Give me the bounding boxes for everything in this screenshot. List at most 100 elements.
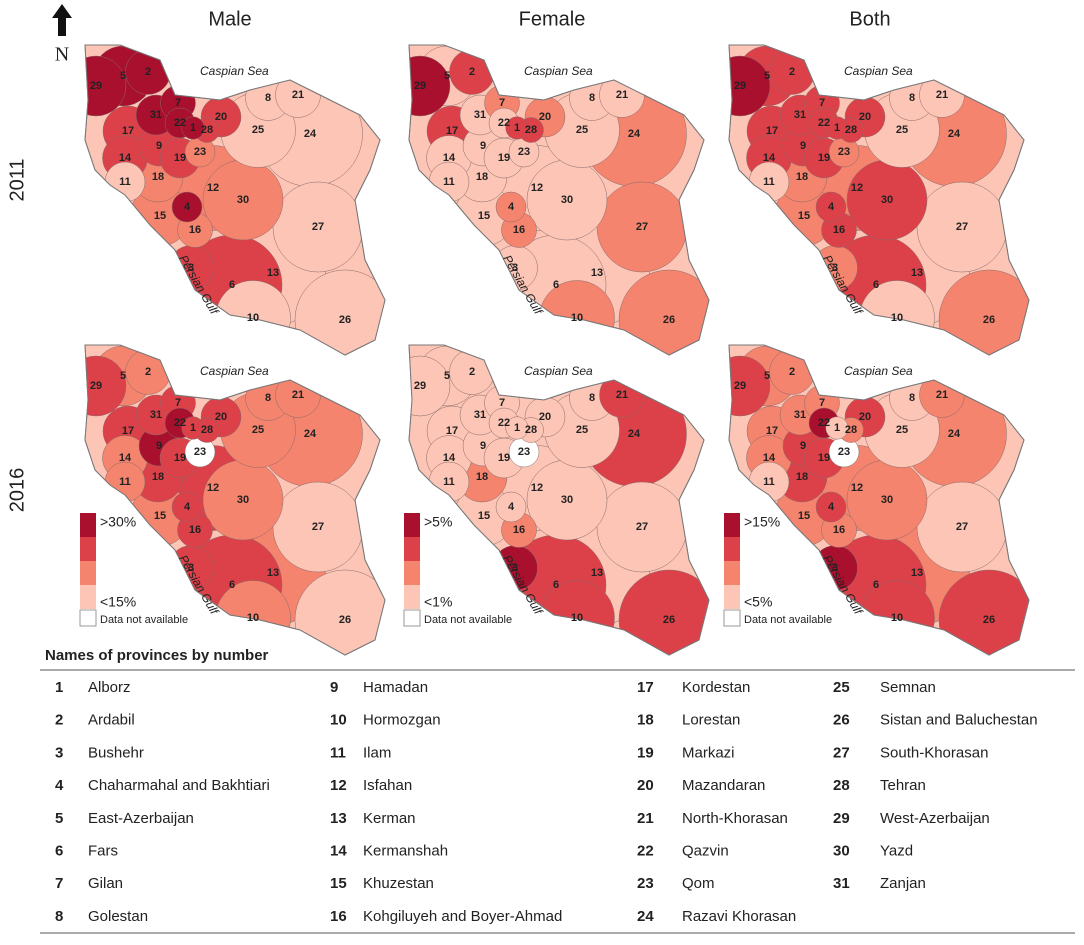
province-number: 5 bbox=[764, 370, 770, 382]
province-number: 11 bbox=[443, 476, 455, 488]
province-number: 27 bbox=[636, 221, 648, 233]
country-border bbox=[728, 44, 1030, 356]
province-number: 29 bbox=[734, 80, 746, 92]
province-name: Lorestan bbox=[682, 712, 740, 729]
province-number: 8 bbox=[265, 92, 271, 104]
province-number: 12 bbox=[851, 182, 863, 194]
province-number: 19 bbox=[818, 152, 830, 164]
province-number: 9 bbox=[156, 440, 162, 452]
province-number: 28 bbox=[845, 124, 857, 136]
province-number: 16 bbox=[330, 908, 347, 925]
province-number: 9 bbox=[800, 440, 806, 452]
province-number: 31 bbox=[474, 109, 486, 121]
province-number: 19 bbox=[498, 452, 510, 464]
province-name: South-Khorasan bbox=[880, 744, 988, 761]
province-number: 11 bbox=[330, 744, 346, 761]
province-name: Kerman bbox=[363, 810, 416, 827]
province-number: 24 bbox=[637, 908, 654, 925]
province-number: 5 bbox=[120, 70, 126, 82]
province-region bbox=[181, 416, 205, 440]
legend-label: Data not available bbox=[100, 614, 188, 626]
province-region bbox=[729, 355, 771, 417]
province-number: 14 bbox=[330, 842, 347, 859]
country-border bbox=[408, 344, 710, 656]
province-number: 7 bbox=[175, 97, 181, 109]
province-number: 13 bbox=[591, 567, 603, 579]
province-number: 8 bbox=[909, 92, 915, 104]
province-number: 24 bbox=[948, 128, 961, 140]
province-name: Yazd bbox=[880, 842, 913, 859]
province-number: 14 bbox=[763, 452, 776, 464]
province-name: Razavi Khorasan bbox=[682, 908, 796, 925]
province-number: 4 bbox=[184, 201, 191, 213]
province-name: Qom bbox=[682, 875, 715, 892]
province-number: 11 bbox=[763, 176, 775, 188]
column-title: Male bbox=[208, 8, 251, 30]
province-number: 14 bbox=[119, 452, 132, 464]
legend-swatch bbox=[723, 609, 741, 627]
province-number: 11 bbox=[443, 176, 455, 188]
province-number: 23 bbox=[838, 146, 850, 158]
province-number: 17 bbox=[446, 125, 458, 137]
sea-label: Caspian Sea bbox=[200, 364, 269, 378]
province-name: North-Khorasan bbox=[682, 810, 788, 827]
province-number: 3 bbox=[832, 562, 838, 574]
province-region bbox=[729, 55, 771, 117]
province-region bbox=[171, 191, 203, 223]
legend-label: >15% bbox=[744, 514, 780, 530]
province-number: 8 bbox=[589, 92, 595, 104]
province-number: 12 bbox=[531, 182, 543, 194]
province-number: 20 bbox=[859, 111, 871, 123]
province-number: 15 bbox=[478, 210, 490, 222]
province-number: 30 bbox=[881, 494, 893, 506]
province-number: 20 bbox=[859, 411, 871, 423]
province-number: 20 bbox=[539, 411, 551, 423]
province-number: 21 bbox=[292, 389, 304, 401]
province-number: 2 bbox=[469, 366, 475, 378]
province-number: 11 bbox=[763, 476, 775, 488]
province-number: 29 bbox=[833, 810, 850, 827]
province-number: 5 bbox=[444, 70, 450, 82]
province-number: 21 bbox=[616, 89, 628, 101]
province-region bbox=[181, 116, 205, 140]
province-region bbox=[85, 55, 127, 117]
province-number: 26 bbox=[983, 614, 995, 626]
legend-swatch bbox=[724, 561, 740, 585]
province-number: 3 bbox=[832, 262, 838, 274]
province-number: 5 bbox=[444, 370, 450, 382]
province-number: 31 bbox=[794, 109, 806, 121]
province-number: 27 bbox=[956, 521, 968, 533]
province-number: 17 bbox=[446, 425, 458, 437]
province-number: 27 bbox=[312, 521, 324, 533]
province-region bbox=[505, 116, 529, 140]
province-number: 13 bbox=[911, 267, 923, 279]
province-region bbox=[495, 191, 527, 223]
province-number: 6 bbox=[873, 279, 879, 291]
province-name: Hamadan bbox=[363, 679, 428, 696]
province-name: Markazi bbox=[682, 744, 735, 761]
province-number: 18 bbox=[152, 171, 164, 183]
province-number: 20 bbox=[215, 111, 227, 123]
province-name: East-Azerbaijan bbox=[88, 810, 194, 827]
province-number: 1 bbox=[55, 679, 63, 696]
province-number: 1 bbox=[514, 422, 520, 434]
province-number: 17 bbox=[122, 425, 134, 437]
province-number: 14 bbox=[443, 152, 456, 164]
province-number: 15 bbox=[154, 510, 166, 522]
province-number: 29 bbox=[414, 80, 426, 92]
legend-swatch bbox=[80, 513, 96, 537]
province-number: 25 bbox=[833, 679, 850, 696]
province-number: 17 bbox=[766, 125, 778, 137]
province-number: 12 bbox=[207, 482, 219, 494]
province-number: 20 bbox=[539, 111, 551, 123]
legend-swatch bbox=[79, 609, 97, 627]
province-name: Fars bbox=[88, 842, 118, 859]
province-number: 22 bbox=[818, 417, 830, 429]
provinces bbox=[729, 45, 1029, 355]
province-number: 23 bbox=[637, 875, 654, 892]
province-number: 10 bbox=[571, 612, 583, 624]
province-number: 4 bbox=[828, 201, 835, 213]
sea-label: Caspian Sea bbox=[524, 64, 593, 78]
province-number: 11 bbox=[119, 476, 131, 488]
